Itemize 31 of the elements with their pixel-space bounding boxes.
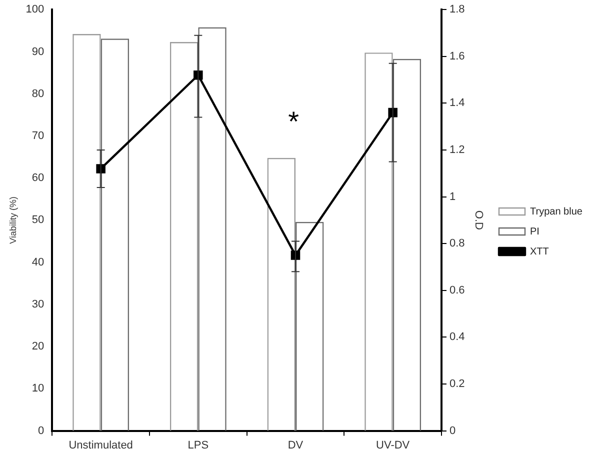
x-tick-label: DV bbox=[288, 439, 304, 452]
legend-label: XTT bbox=[530, 246, 549, 258]
y-tick-label: 10 bbox=[32, 382, 44, 395]
y2-tick-label: 0.6 bbox=[450, 284, 465, 296]
x-tick-label: Unstimulated bbox=[68, 439, 133, 452]
y-tick-label: 80 bbox=[32, 88, 44, 100]
x-tick-label: LPS bbox=[188, 439, 209, 452]
y-tick-label: 30 bbox=[32, 298, 44, 310]
y-tick-label: 100 bbox=[26, 4, 44, 16]
y-tick-label: 90 bbox=[32, 46, 44, 58]
y-tick-label: 70 bbox=[32, 130, 44, 142]
y2-tick-label: 0 bbox=[450, 424, 456, 437]
y-axis-title: Viability (%) bbox=[8, 196, 18, 244]
y2-tick-label: 1.6 bbox=[450, 50, 465, 62]
y-tick-label: 60 bbox=[32, 172, 44, 184]
annotation: * bbox=[288, 106, 300, 138]
y-tick-label: 50 bbox=[32, 214, 44, 226]
y2-axis-title: O.D bbox=[472, 210, 484, 230]
y2-tick-label: 1 bbox=[450, 190, 456, 203]
y2-tick-label: 1.8 bbox=[450, 4, 465, 16]
legend-label: PI bbox=[530, 226, 540, 238]
y-tick-label: 20 bbox=[32, 340, 44, 353]
x-tick-label: UV-DV bbox=[376, 439, 410, 452]
y2-tick-label: 1.4 bbox=[450, 97, 465, 110]
y2-tick-label: 1.2 bbox=[450, 144, 465, 156]
y2-tick-label: 0.8 bbox=[450, 238, 465, 250]
y2-tick-label: 0.2 bbox=[450, 378, 465, 390]
y-tick-label: 0 bbox=[38, 424, 44, 437]
legend-label: Trypan blue bbox=[530, 206, 583, 218]
y2-tick-label: 0.4 bbox=[450, 331, 465, 344]
y-tick-label: 40 bbox=[32, 256, 44, 268]
